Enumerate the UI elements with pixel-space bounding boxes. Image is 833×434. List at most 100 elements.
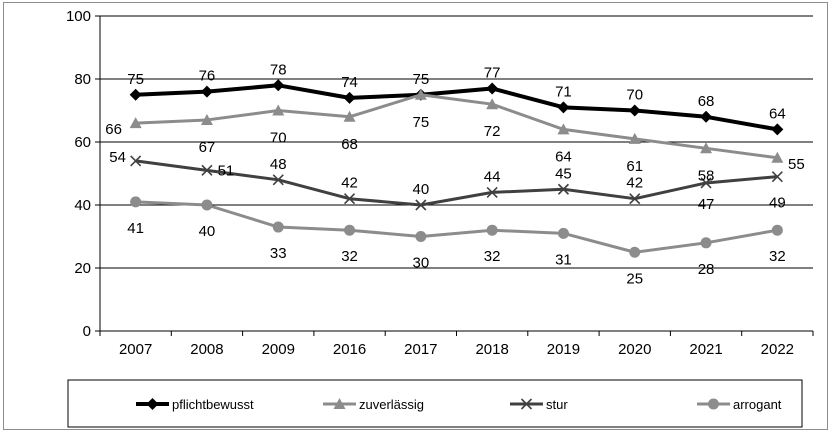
point-arrogant [272,221,284,233]
data-label-zuverlässig: 61 [626,158,643,175]
legend-marker [520,398,533,410]
point-arrogant [557,227,569,239]
data-label-pflichtbewusst: 71 [555,83,572,100]
point-pflichtbewusst [628,104,641,117]
x-tick-label: 2009 [262,341,295,358]
point-zuverlässig [272,104,285,116]
x-tick-label: 2021 [689,341,722,358]
data-label-zuverlässig: 75 [413,114,430,131]
legend-label-zuverlässig: zuverlässig [359,397,424,412]
x-tick-label: 2007 [119,341,152,358]
data-label-stur: 42 [341,175,358,192]
point-pflichtbewusst [343,91,356,104]
point-pflichtbewusst [129,88,142,101]
point-arrogant [415,231,427,242]
point-zuverlässig [486,98,499,110]
y-tick-label: 0 [83,323,91,340]
series-line-stur [135,159,778,207]
point-stur [486,186,498,198]
marker-x-stroke [415,199,427,211]
data-label-stur: 44 [484,168,501,185]
point-zuverlässig [628,132,641,144]
data-label-stur: 42 [626,175,643,192]
marker-x-stroke [700,177,712,189]
data-label-pflichtbewusst: 76 [199,68,216,85]
data-labels: 75 76 78 74 75 77 71 70 68 64 66 67 70 68 75 72 64 61 58 55… [105,61,804,287]
data-label-stur: 45 [555,165,572,182]
x-tick-label: 2022 [761,341,794,358]
point-arrogant [771,224,783,236]
data-label-zuverlässig: 64 [555,148,572,165]
point-arrogant [700,237,712,249]
data-label-stur: 49 [769,195,786,212]
x-tick-label: 2016 [333,341,366,358]
data-label-zuverlässig: 58 [698,167,715,184]
point-zuverlässig [200,113,213,125]
point-pflichtbewusst [200,85,213,98]
data-label-stur: 54 [109,149,126,166]
y-tick-label: 40 [74,197,91,214]
data-label-arrogant: 31 [555,251,572,268]
y-tick-label: 60 [74,134,91,151]
data-label-zuverlässig: 72 [484,123,501,140]
series-line-zuverlässig [135,93,778,160]
data-label-pflichtbewusst: 75 [413,71,430,88]
data-label-stur: 51 [218,162,235,179]
series-line-arrogant [135,200,778,254]
data-label-arrogant: 32 [484,248,501,265]
data-label-pflichtbewusst: 74 [341,74,358,91]
point-arrogant [201,199,213,211]
legend-marker [708,398,719,410]
series-lines [129,79,784,258]
data-label-arrogant: 28 [698,261,715,278]
point-zuverlässig [771,151,784,163]
data-label-pflichtbewusst: 68 [698,93,715,110]
y-tick-label: 20 [74,260,91,277]
point-zuverlässig [557,123,570,135]
point-arrogant [344,224,356,236]
data-label-pflichtbewusst: 77 [484,64,501,81]
point-arrogant [130,196,142,208]
point-pflichtbewusst [272,79,285,92]
data-label-zuverlässig: 70 [270,130,287,147]
legend-marker [333,398,346,409]
data-label-stur: 40 [413,181,430,198]
point-stur [415,199,427,211]
data-label-stur: 48 [270,156,287,173]
data-label-arrogant: 32 [769,248,786,265]
marker-x-stroke [486,186,498,198]
marker-x-stroke [272,174,284,186]
data-label-zuverlässig: 67 [199,139,216,156]
point-arrogant [629,246,641,258]
data-label-arrogant: 41 [127,220,144,237]
data-label-arrogant: 33 [270,245,287,262]
point-zuverlässig [700,142,713,154]
data-label-pflichtbewusst: 64 [769,105,786,122]
point-stur [700,177,712,189]
point-pflichtbewusst [486,82,499,95]
gridlines [100,15,813,269]
series-line-pflichtbewusst [135,83,778,132]
point-pflichtbewusst [771,123,784,136]
legend-label-stur: stur [546,397,568,412]
marker-x-stroke [629,193,641,205]
x-tick-label: 2017 [404,341,437,358]
point-stur [272,174,284,186]
legend-label-arrogant: arrogant [733,397,782,412]
data-label-stur: 47 [698,196,715,213]
x-tick-label: 2019 [547,341,580,358]
point-pflichtbewusst [557,101,570,114]
data-label-pflichtbewusst: 75 [127,71,144,88]
point-arrogant [486,224,498,236]
data-label-zuverlässig: 55 [788,156,805,173]
chart-frame [3,2,828,430]
data-label-arrogant: 25 [626,270,643,287]
data-label-arrogant: 32 [341,248,358,265]
legend: pflichtbewusst zuverlässig stur arrogant [136,397,782,412]
x-tick-label: 2018 [475,341,508,358]
point-stur [557,183,570,195]
x-tick-label: 2020 [618,341,651,358]
y-tick-label: 80 [74,71,91,88]
point-zuverlässig [129,117,142,129]
